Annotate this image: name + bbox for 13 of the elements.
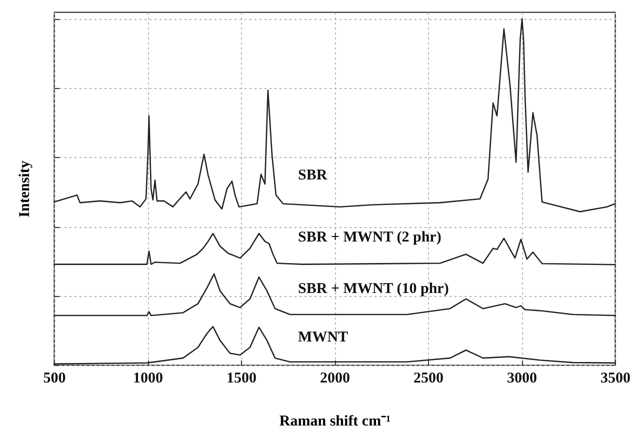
x-tick-label: 1000 bbox=[133, 370, 163, 386]
x-tick-label: 3000 bbox=[507, 370, 537, 386]
x-tick-label: 2500 bbox=[414, 370, 444, 386]
y-axis-title: Intensity bbox=[17, 160, 33, 218]
series-label: SBR + MWNT (2 phr) bbox=[298, 230, 442, 246]
x-tick-label: 2000 bbox=[320, 370, 350, 386]
x-axis-title: Raman shift cm⁻¹ bbox=[279, 414, 391, 430]
x-tick-label: 3500 bbox=[600, 370, 630, 386]
series-label: SBR bbox=[298, 167, 328, 184]
x-tick-label: 1500 bbox=[226, 370, 256, 386]
x-tick-label: 500 bbox=[43, 370, 66, 386]
series-label: SBR + MWNT (10 phr) bbox=[298, 280, 449, 297]
series-label: MWNT bbox=[298, 329, 348, 346]
